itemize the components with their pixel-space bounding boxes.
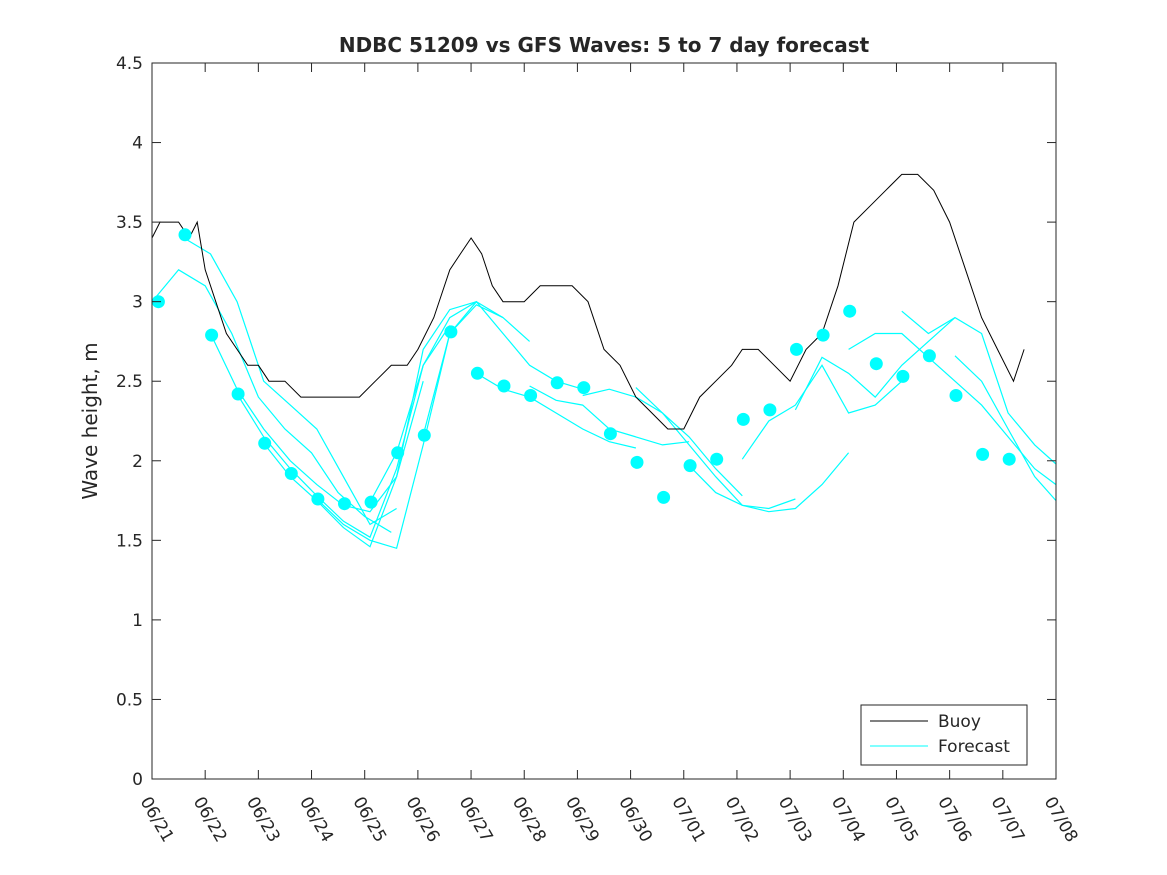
forecast-line-16 <box>901 310 1057 465</box>
y-tick-label-5: 2.5 <box>116 372 143 392</box>
forecast-marker-2 <box>205 328 219 342</box>
forecast-line-11 <box>635 387 796 510</box>
forecast-line-17 <box>954 355 1057 501</box>
y-tick-label-1: 0.5 <box>116 690 143 710</box>
forecast-marker-15 <box>550 376 564 390</box>
forecast-marker-8 <box>364 495 378 509</box>
forecast-line-13 <box>741 364 903 460</box>
forecast-marker-6 <box>311 492 325 506</box>
forecast-marker-29 <box>922 349 936 363</box>
forecast-marker-24 <box>790 342 803 356</box>
chart-title: NDBC 51209 vs GFS Waves: 5 to 7 day fore… <box>339 33 870 57</box>
y-tick-label-7: 3.5 <box>116 213 143 233</box>
forecast-marker-31 <box>976 447 990 461</box>
forecast-marker-21 <box>710 452 724 466</box>
forecast-marker-19 <box>657 490 671 504</box>
forecast-marker-23 <box>763 403 777 417</box>
forecast-marker-17 <box>603 427 617 441</box>
forecast-line-4 <box>263 301 477 548</box>
y-tick-label-4: 2 <box>132 452 143 472</box>
y-tick-label-0: 0 <box>132 770 143 790</box>
axes-box <box>151 62 1057 780</box>
forecast-marker-13 <box>497 379 511 393</box>
forecast-marker-3 <box>231 387 245 401</box>
forecast-line-12 <box>688 452 850 513</box>
forecast-marker-7 <box>338 497 351 511</box>
forecast-marker-27 <box>869 357 883 371</box>
forecast-marker-25 <box>816 328 830 342</box>
forecast-marker-28 <box>896 369 910 383</box>
forecast-marker-12 <box>470 366 484 380</box>
forecast-marker-16 <box>577 381 591 395</box>
series-layer <box>151 63 1057 779</box>
forecast-marker-30 <box>949 389 963 402</box>
y-tick-label-6: 3 <box>132 293 143 313</box>
forecast-line-3 <box>236 325 451 539</box>
forecast-marker-5 <box>284 467 298 480</box>
legend-box <box>860 704 1028 766</box>
forecast-marker-20 <box>683 459 697 473</box>
y-tick-label-2: 1 <box>132 611 143 631</box>
y-tick-label-8: 4 <box>132 134 143 154</box>
forecast-line-0 <box>151 269 392 533</box>
forecast-marker-26 <box>843 304 857 318</box>
forecast-line-1 <box>183 237 397 526</box>
forecast-marker-9 <box>391 446 405 460</box>
legend-forecast-label: Forecast <box>938 737 1010 757</box>
buoy-line <box>151 173 1025 430</box>
y-axis-label: Wave height, m <box>78 342 102 499</box>
y-tick-label-3: 1.5 <box>116 531 143 551</box>
forecast-marker-14 <box>524 389 538 402</box>
forecast-line-2 <box>209 333 424 513</box>
forecast-marker-10 <box>417 428 431 442</box>
forecast-marker-32 <box>1002 452 1016 466</box>
legend: Buoy Forecast <box>860 704 1028 766</box>
forecast-marker-1 <box>178 228 192 242</box>
plot-area <box>152 63 1056 779</box>
forecast-marker-11 <box>444 325 458 339</box>
legend-buoy-label: Buoy <box>938 712 981 732</box>
y-tick-label-9: 4.5 <box>116 54 143 74</box>
forecast-line-15 <box>848 332 1057 486</box>
forecast-marker-18 <box>630 455 644 469</box>
forecast-marker-22 <box>736 412 750 426</box>
forecast-line-14 <box>794 317 956 411</box>
forecast-marker-4 <box>258 436 272 450</box>
forecast-line-5 <box>316 304 504 550</box>
